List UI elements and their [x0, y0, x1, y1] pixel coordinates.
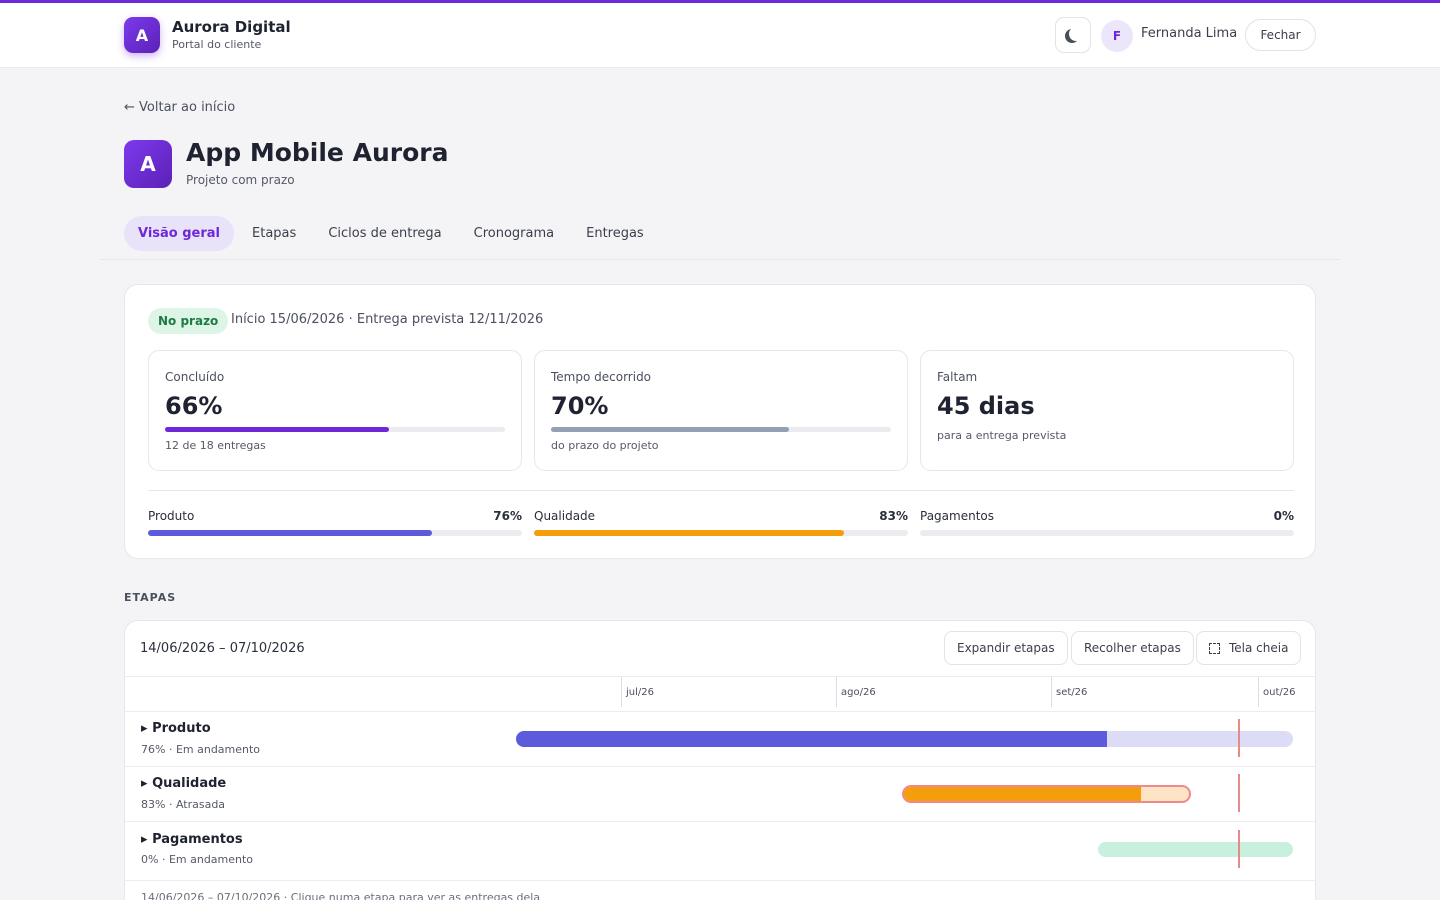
stage-row-payments[interactable]: ▸ Pagamentos: [141, 832, 243, 847]
category-progress-quality: Qualidade 83%: [534, 509, 908, 537]
progress-track: [148, 530, 522, 536]
stage-bar-fill: [904, 787, 1141, 801]
timeline-footer: 14/06/2026 – 07/10/2026 · Clique numa et…: [141, 891, 541, 900]
divider: [125, 821, 1315, 822]
divider: [125, 676, 1315, 677]
category-percent: 76%: [493, 509, 522, 523]
tab-bar: Visão geral Etapas Ciclos de entrega Cro…: [124, 216, 662, 251]
overview-card: No prazo Início 15/06/2026 · Entrega pre…: [124, 284, 1316, 559]
tab-schedule[interactable]: Cronograma: [473, 226, 555, 241]
stat-value: 66%: [165, 392, 223, 420]
stage-bar-payments[interactable]: [1098, 842, 1293, 857]
theme-toggle-button[interactable]: [1055, 17, 1091, 53]
stage-row-quality[interactable]: ▸ Qualidade: [141, 776, 227, 791]
progress-fill: [148, 530, 433, 536]
brand-logo[interactable]: A: [124, 17, 160, 53]
stage-bar-product[interactable]: [516, 731, 1293, 747]
stat-card-remaining: Faltam 45 dias para a entrega prevista: [920, 350, 1294, 471]
progress-fill: [165, 427, 390, 432]
stage-bar-quality[interactable]: [902, 785, 1191, 803]
moon-icon: [1069, 27, 1083, 41]
back-link[interactable]: ← Voltar ao início: [124, 100, 236, 115]
category-progress-payments: Pagamentos 0%: [920, 509, 1294, 537]
top-accent-line: [0, 0, 1440, 3]
stat-label: Faltam: [937, 370, 978, 384]
category-name: Produto: [148, 509, 195, 523]
divider: [148, 490, 1294, 491]
stage-row-product[interactable]: ▸ Produto: [141, 721, 211, 736]
stage-bar-fill: [516, 731, 1107, 747]
month-label: ago/26: [841, 687, 876, 698]
stage-meta: 76% · Em andamento: [141, 743, 261, 756]
collapse-stages-button[interactable]: Recolher etapas: [1071, 631, 1194, 665]
stat-note: 12 de 18 entregas: [165, 439, 266, 452]
divider: [125, 766, 1315, 767]
stat-value: 45 dias: [937, 392, 1035, 420]
divider: [125, 711, 1315, 712]
category-name: Pagamentos: [920, 509, 994, 523]
stat-label: Concluído: [165, 370, 225, 384]
stages-timeline: 14/06/2026 – 07/10/2026 Expandir etapas …: [124, 620, 1316, 900]
brand-name: Aurora Digital: [172, 18, 291, 36]
app-header: A Aurora Digital Portal do cliente F Fer…: [0, 3, 1440, 68]
divider: [125, 880, 1315, 881]
stat-note: para a entrega prevista: [937, 429, 1067, 442]
section-heading: ETAPAS: [124, 591, 177, 604]
tabs-divider: [100, 259, 1340, 260]
category-percent: 83%: [879, 509, 908, 523]
month-gridline: [836, 677, 837, 707]
avatar[interactable]: F: [1101, 20, 1133, 52]
stage-name: Produto: [152, 721, 211, 736]
month-label: out/26: [1263, 687, 1296, 698]
today-marker: [1238, 719, 1240, 757]
progress-fill: [551, 427, 789, 432]
tab-deliveries[interactable]: Entregas: [586, 226, 644, 241]
close-button[interactable]: Fechar: [1245, 19, 1316, 51]
month-gridline: [621, 677, 622, 707]
stat-value: 70%: [551, 392, 609, 420]
tab-stages[interactable]: Etapas: [252, 226, 297, 241]
progress-track: [534, 530, 908, 536]
today-marker: [1238, 774, 1240, 812]
user-name: Fernanda Lima: [1141, 26, 1238, 41]
category-name: Qualidade: [534, 509, 596, 523]
progress-fill: [534, 530, 845, 536]
progress-track: [551, 427, 891, 432]
progress-track: [920, 530, 1294, 536]
today-marker: [1238, 830, 1240, 868]
timeline-range: 14/06/2026 – 07/10/2026: [140, 641, 305, 656]
tab-overview[interactable]: Visão geral: [124, 216, 235, 251]
stat-label: Tempo decorrido: [551, 370, 652, 384]
project-logo: A: [124, 140, 172, 188]
stage-meta: 0% · Em andamento: [141, 853, 254, 866]
progress-track: [165, 427, 505, 432]
month-gridline: [1258, 677, 1259, 707]
category-progress-product: Produto 76%: [148, 509, 522, 537]
stage-name: Pagamentos: [152, 832, 243, 847]
page-title: App Mobile Aurora: [186, 138, 449, 167]
fullscreen-button[interactable]: Tela cheia: [1196, 631, 1302, 665]
month-label: jul/26: [626, 687, 654, 698]
month-gridline: [1051, 677, 1052, 707]
category-percent: 0%: [1273, 509, 1294, 523]
brand-subtitle: Portal do cliente: [172, 38, 262, 51]
expand-stages-button[interactable]: Expandir etapas: [944, 631, 1068, 665]
stat-card-completed: Concluído 66% 12 de 18 entregas: [148, 350, 522, 471]
month-label: set/26: [1056, 687, 1088, 698]
project-dates: Início 15/06/2026 · Entrega prevista 12/…: [231, 312, 544, 327]
fullscreen-label: Tela cheia: [1229, 641, 1289, 655]
stage-meta: 83% · Atrasada: [141, 798, 226, 811]
stage-name: Qualidade: [152, 776, 227, 791]
page-subtitle: Projeto com prazo: [186, 173, 295, 187]
tab-delivery-cycles[interactable]: Ciclos de entrega: [328, 226, 442, 241]
stat-note: do prazo do projeto: [551, 439, 659, 452]
fullscreen-icon: [1209, 642, 1220, 654]
stat-card-elapsed: Tempo decorrido 70% do prazo do projeto: [534, 350, 908, 471]
status-badge: No prazo: [148, 308, 229, 334]
